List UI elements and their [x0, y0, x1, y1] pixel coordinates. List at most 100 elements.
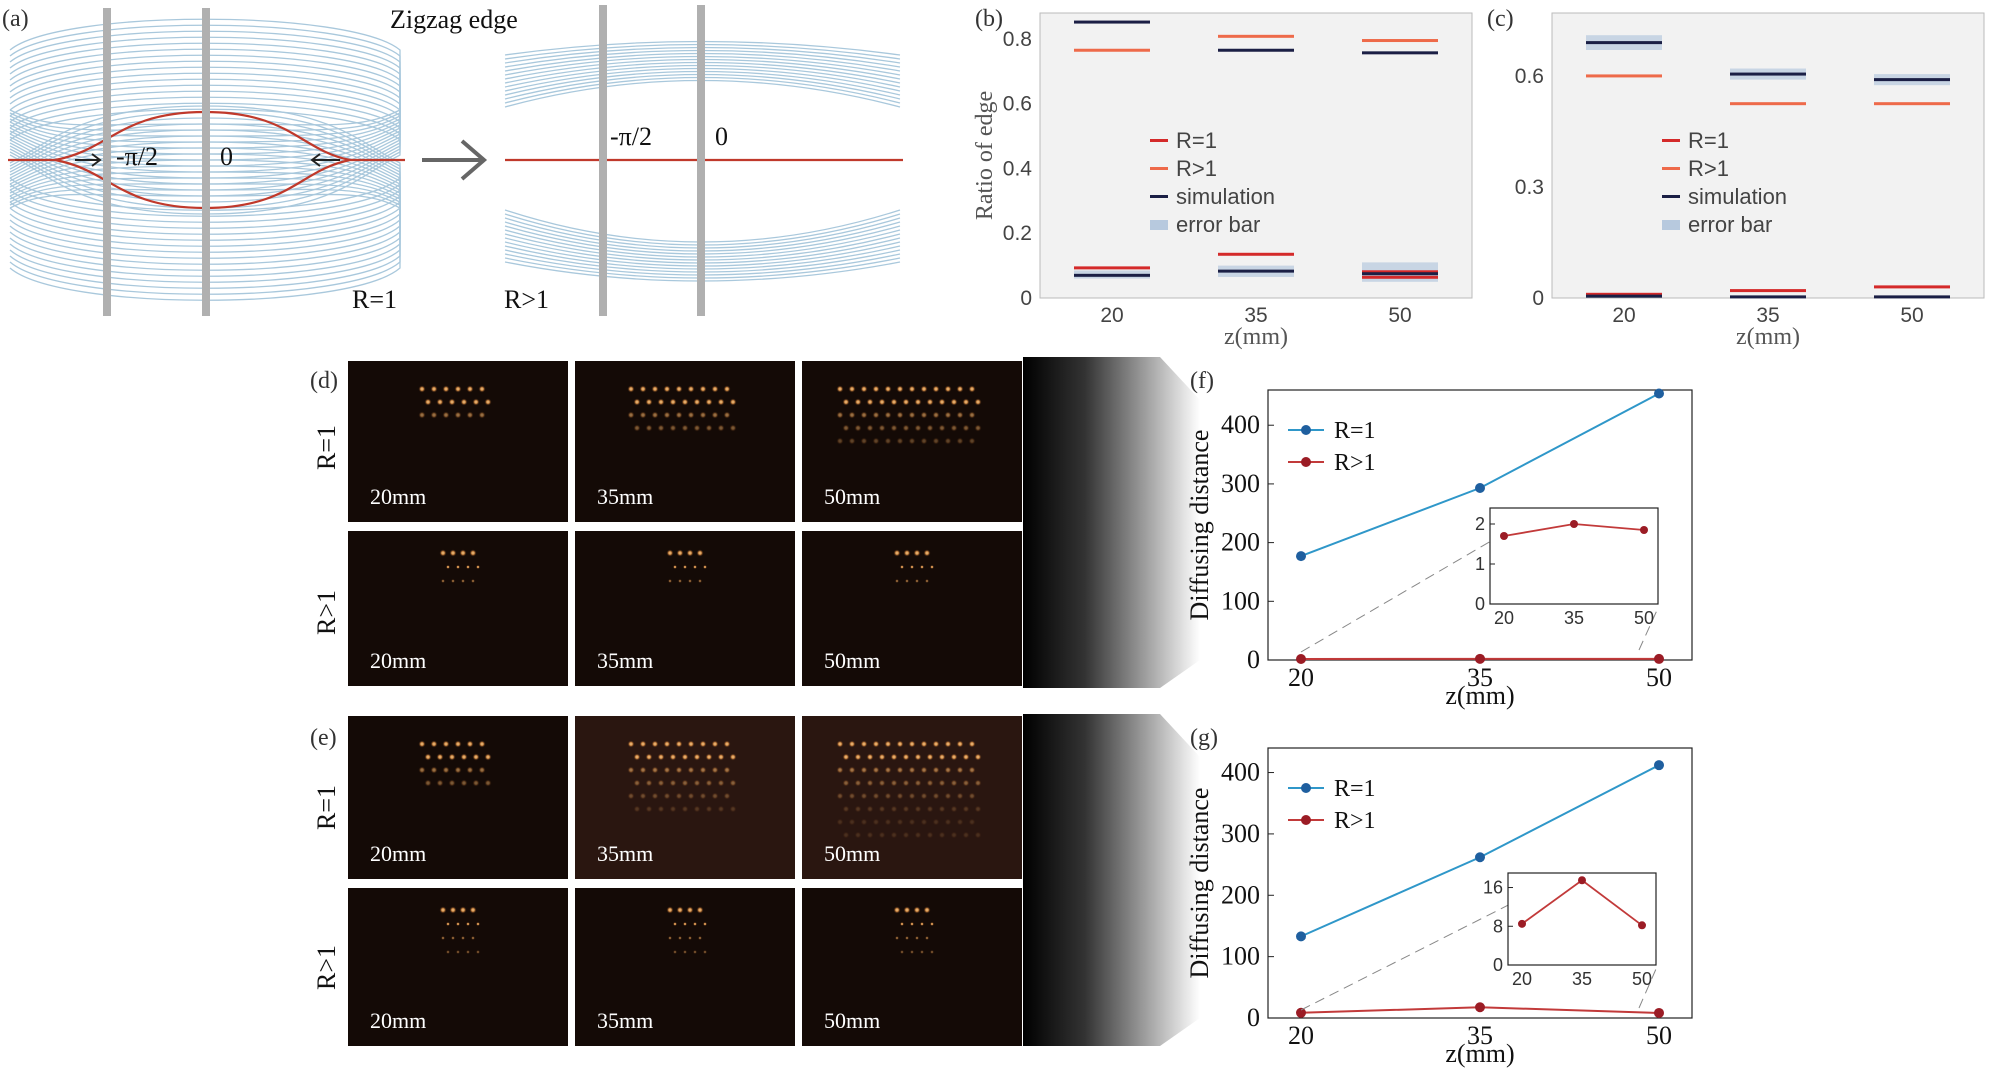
light-spot [914, 753, 922, 761]
photo-grids: 20mm 35mm 50mm 20mm 35mm 50mm 20mm 35mm 50mm 20mm… [312, 357, 1200, 1046]
light-spot [842, 831, 850, 839]
x-axis-label: z(mm) [1445, 1039, 1514, 1068]
light-spot [681, 779, 689, 787]
light-spot [472, 753, 480, 761]
light-spot [884, 385, 892, 393]
light-spot [478, 766, 486, 774]
light-spot [705, 805, 713, 813]
light-spot [633, 398, 641, 406]
distance-caption: 50mm [824, 648, 880, 673]
light-spot [884, 818, 892, 826]
light-spot [436, 753, 444, 761]
band-line [9, 30, 401, 137]
light-spot [968, 792, 976, 800]
band-line [9, 96, 401, 203]
light-spot [673, 950, 677, 954]
light-spot [651, 792, 659, 800]
light-spot [699, 740, 707, 748]
light-spot [974, 805, 982, 813]
light-spot [717, 805, 725, 813]
inset-data-point [1638, 921, 1646, 930]
bar-simulation [1218, 269, 1294, 273]
light-spot [902, 831, 910, 839]
light-spot [693, 922, 697, 926]
light-spot [683, 565, 687, 569]
light-spot [639, 766, 647, 774]
light-spot [663, 766, 671, 774]
light-spot [466, 922, 470, 926]
light-spot [676, 549, 684, 557]
light-spot [902, 779, 910, 787]
bar-rg1 [1362, 39, 1438, 43]
light-spot [944, 740, 952, 748]
light-spot [633, 805, 641, 813]
panel-label-b: (b) [975, 6, 1003, 32]
band-diagram-panel: Zigzag edge -π/2 0 -π/2 0 R=1 R>1 [8, 5, 903, 316]
light-spot [448, 398, 456, 406]
inset-plot-area [1507, 872, 1657, 966]
light-spot [466, 740, 474, 748]
inset-x-tick-label: 50 [1632, 969, 1652, 989]
light-spot [908, 818, 916, 826]
band-line [9, 24, 401, 131]
light-spot [836, 792, 844, 800]
light-spot [920, 922, 924, 926]
light-spot [633, 779, 641, 787]
photo-background [575, 361, 795, 522]
cut-line-left-1 [103, 8, 111, 316]
light-spot [893, 549, 901, 557]
light-spot [932, 818, 940, 826]
light-spot [896, 385, 904, 393]
y-tick-label: 0.4 [1003, 157, 1033, 180]
light-spot [466, 385, 474, 393]
light-spot [974, 753, 982, 761]
light-spot [698, 579, 702, 583]
light-spot [860, 740, 868, 748]
light-spot [454, 411, 462, 419]
light-spot [711, 792, 719, 800]
light-spot [687, 740, 695, 748]
photo-cell: 20mm [348, 361, 568, 522]
light-spot [424, 753, 432, 761]
cut-line-right-2 [697, 5, 705, 316]
bar-rg1 [1874, 102, 1950, 106]
light-spot [627, 792, 635, 800]
light-spot [668, 936, 672, 940]
legend-label: R=1 [1334, 418, 1376, 444]
light-spot [974, 424, 982, 432]
light-spot [627, 411, 635, 419]
light-spot [896, 792, 904, 800]
light-spot [693, 753, 701, 761]
cut-line-right-1 [599, 5, 607, 316]
light-spot [688, 936, 692, 940]
light-spot [836, 411, 844, 419]
bar-r1 [1730, 289, 1806, 293]
light-spot [842, 805, 850, 813]
light-spot [681, 398, 689, 406]
light-spot [418, 385, 426, 393]
y-axis-label: Diffusing distance [1185, 788, 1214, 979]
light-spot [872, 818, 880, 826]
transition-arrow-icon [422, 139, 488, 181]
light-spot [446, 922, 450, 926]
band-line [9, 54, 401, 161]
light-spot [460, 779, 468, 787]
light-spot [669, 805, 677, 813]
zoom-fade-e [1023, 714, 1200, 1046]
light-spot [968, 818, 976, 826]
photo-cell: 35mm [575, 531, 795, 686]
light-spot [466, 950, 470, 954]
light-spot [446, 950, 450, 954]
distance-caption: 50mm [824, 484, 880, 509]
light-spot [938, 424, 946, 432]
light-spot [913, 906, 921, 914]
photo-background [348, 888, 568, 1046]
legend-swatch [1662, 167, 1680, 170]
light-spot [461, 936, 465, 940]
light-spot [903, 906, 911, 914]
distance-caption: 35mm [597, 648, 653, 673]
arrow-left-icon [310, 153, 340, 167]
chart-c: 0 0.3 0.6 20 35 50 z(mm) R=1 R>1 simulation error … [1515, 12, 1985, 350]
light-spot [666, 906, 674, 914]
panel-label-g: (g) [1190, 725, 1218, 751]
